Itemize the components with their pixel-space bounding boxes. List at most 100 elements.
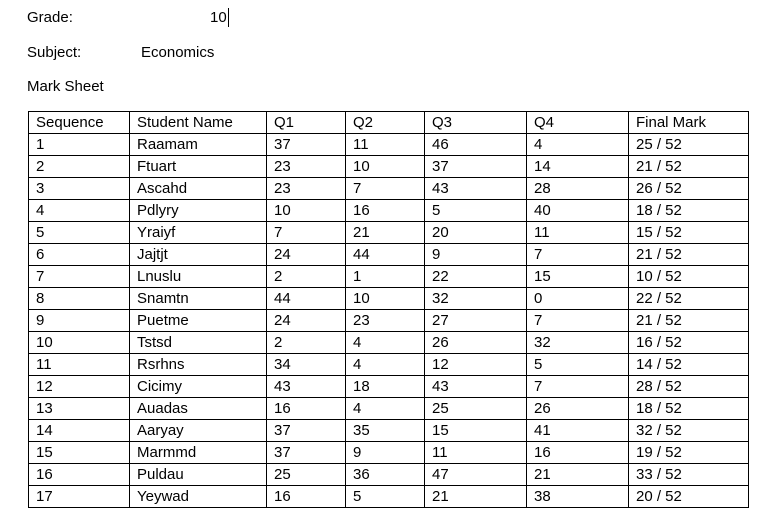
cell-q3[interactable]: 25 xyxy=(424,397,527,420)
cell-q4[interactable]: 32 xyxy=(526,331,629,354)
cell-q3[interactable]: 26 xyxy=(424,331,527,354)
cell-final-mark[interactable]: 16 / 52 xyxy=(628,331,749,354)
cell-sequence[interactable]: 1 xyxy=(28,133,130,156)
cell-sequence[interactable]: 10 xyxy=(28,331,130,354)
cell-q2[interactable]: 10 xyxy=(345,155,425,178)
cell-q1[interactable]: 37 xyxy=(266,133,346,156)
cell-q1[interactable]: 44 xyxy=(266,287,346,310)
cell-q1[interactable]: 23 xyxy=(266,177,346,200)
cell-sequence[interactable]: 11 xyxy=(28,353,130,376)
column-header-q2[interactable]: Q2 xyxy=(345,111,425,134)
cell-q2[interactable]: 11 xyxy=(345,133,425,156)
cell-student-name[interactable]: Jajtjt xyxy=(129,243,267,266)
cell-q3[interactable]: 21 xyxy=(424,485,527,508)
cell-q4[interactable]: 7 xyxy=(526,243,629,266)
cell-final-mark[interactable]: 21 / 52 xyxy=(628,243,749,266)
cell-q4[interactable]: 21 xyxy=(526,463,629,486)
cell-q2[interactable]: 4 xyxy=(345,353,425,376)
column-header-student-name[interactable]: Student Name xyxy=(129,111,267,134)
cell-q2[interactable]: 5 xyxy=(345,485,425,508)
cell-q3[interactable]: 27 xyxy=(424,309,527,332)
cell-q3[interactable]: 15 xyxy=(424,419,527,442)
cell-q2[interactable]: 7 xyxy=(345,177,425,200)
cell-sequence[interactable]: 14 xyxy=(28,419,130,442)
cell-q1[interactable]: 23 xyxy=(266,155,346,178)
column-header-q1[interactable]: Q1 xyxy=(266,111,346,134)
cell-final-mark[interactable]: 25 / 52 xyxy=(628,133,749,156)
cell-student-name[interactable]: Puetme xyxy=(129,309,267,332)
cell-q4[interactable]: 28 xyxy=(526,177,629,200)
cell-q2[interactable]: 16 xyxy=(345,199,425,222)
cell-q2[interactable]: 10 xyxy=(345,287,425,310)
cell-final-mark[interactable]: 21 / 52 xyxy=(628,155,749,178)
cell-q4[interactable]: 14 xyxy=(526,155,629,178)
cell-final-mark[interactable]: 14 / 52 xyxy=(628,353,749,376)
cell-student-name[interactable]: Ascahd xyxy=(129,177,267,200)
cell-q3[interactable]: 20 xyxy=(424,221,527,244)
cell-sequence[interactable]: 6 xyxy=(28,243,130,266)
cell-q2[interactable]: 36 xyxy=(345,463,425,486)
cell-final-mark[interactable]: 18 / 52 xyxy=(628,397,749,420)
column-header-final-mark[interactable]: Final Mark xyxy=(628,111,749,134)
cell-q4[interactable]: 4 xyxy=(526,133,629,156)
cell-q4[interactable]: 41 xyxy=(526,419,629,442)
cell-q1[interactable]: 25 xyxy=(266,463,346,486)
cell-q4[interactable]: 5 xyxy=(526,353,629,376)
cell-student-name[interactable]: Ftuart xyxy=(129,155,267,178)
cell-q4[interactable]: 38 xyxy=(526,485,629,508)
cell-q2[interactable]: 4 xyxy=(345,397,425,420)
cell-q2[interactable]: 9 xyxy=(345,441,425,464)
cell-sequence[interactable]: 17 xyxy=(28,485,130,508)
cell-q3[interactable]: 11 xyxy=(424,441,527,464)
cell-q2[interactable]: 23 xyxy=(345,309,425,332)
cell-student-name[interactable]: Snamtn xyxy=(129,287,267,310)
cell-q1[interactable]: 43 xyxy=(266,375,346,398)
cell-final-mark[interactable]: 18 / 52 xyxy=(628,199,749,222)
cell-q3[interactable]: 47 xyxy=(424,463,527,486)
cell-student-name[interactable]: Puldau xyxy=(129,463,267,486)
cell-q3[interactable]: 37 xyxy=(424,155,527,178)
cell-sequence[interactable]: 3 xyxy=(28,177,130,200)
cell-final-mark[interactable]: 19 / 52 xyxy=(628,441,749,464)
cell-q3[interactable]: 32 xyxy=(424,287,527,310)
cell-final-mark[interactable]: 22 / 52 xyxy=(628,287,749,310)
cell-student-name[interactable]: Yeywad xyxy=(129,485,267,508)
cell-final-mark[interactable]: 20 / 52 xyxy=(628,485,749,508)
cell-q3[interactable]: 43 xyxy=(424,375,527,398)
cell-student-name[interactable]: Cicimy xyxy=(129,375,267,398)
cell-student-name[interactable]: Pdlyry xyxy=(129,199,267,222)
cell-student-name[interactable]: Raamam xyxy=(129,133,267,156)
cell-q3[interactable]: 5 xyxy=(424,199,527,222)
cell-sequence[interactable]: 13 xyxy=(28,397,130,420)
cell-q1[interactable]: 10 xyxy=(266,199,346,222)
cell-sequence[interactable]: 16 xyxy=(28,463,130,486)
cell-sequence[interactable]: 4 xyxy=(28,199,130,222)
cell-q4[interactable]: 16 xyxy=(526,441,629,464)
cell-q2[interactable]: 44 xyxy=(345,243,425,266)
cell-q4[interactable]: 7 xyxy=(526,309,629,332)
cell-final-mark[interactable]: 32 / 52 xyxy=(628,419,749,442)
cell-q1[interactable]: 2 xyxy=(266,265,346,288)
column-header-q4[interactable]: Q4 xyxy=(526,111,629,134)
cell-final-mark[interactable]: 10 / 52 xyxy=(628,265,749,288)
cell-q4[interactable]: 15 xyxy=(526,265,629,288)
cell-student-name[interactable]: Lnuslu xyxy=(129,265,267,288)
cell-sequence[interactable]: 8 xyxy=(28,287,130,310)
column-header-sequence[interactable]: Sequence xyxy=(28,111,130,134)
cell-q3[interactable]: 9 xyxy=(424,243,527,266)
cell-q2[interactable]: 21 xyxy=(345,221,425,244)
cell-sequence[interactable]: 2 xyxy=(28,155,130,178)
cell-q1[interactable]: 37 xyxy=(266,419,346,442)
cell-q1[interactable]: 24 xyxy=(266,243,346,266)
cell-q4[interactable]: 11 xyxy=(526,221,629,244)
cell-sequence[interactable]: 7 xyxy=(28,265,130,288)
cell-q2[interactable]: 1 xyxy=(345,265,425,288)
cell-q2[interactable]: 35 xyxy=(345,419,425,442)
cell-student-name[interactable]: Rsrhns xyxy=(129,353,267,376)
cell-q1[interactable]: 2 xyxy=(266,331,346,354)
cell-q4[interactable]: 7 xyxy=(526,375,629,398)
cell-student-name[interactable]: Tstsd xyxy=(129,331,267,354)
cell-q4[interactable]: 40 xyxy=(526,199,629,222)
cell-q1[interactable]: 16 xyxy=(266,397,346,420)
cell-final-mark[interactable]: 15 / 52 xyxy=(628,221,749,244)
